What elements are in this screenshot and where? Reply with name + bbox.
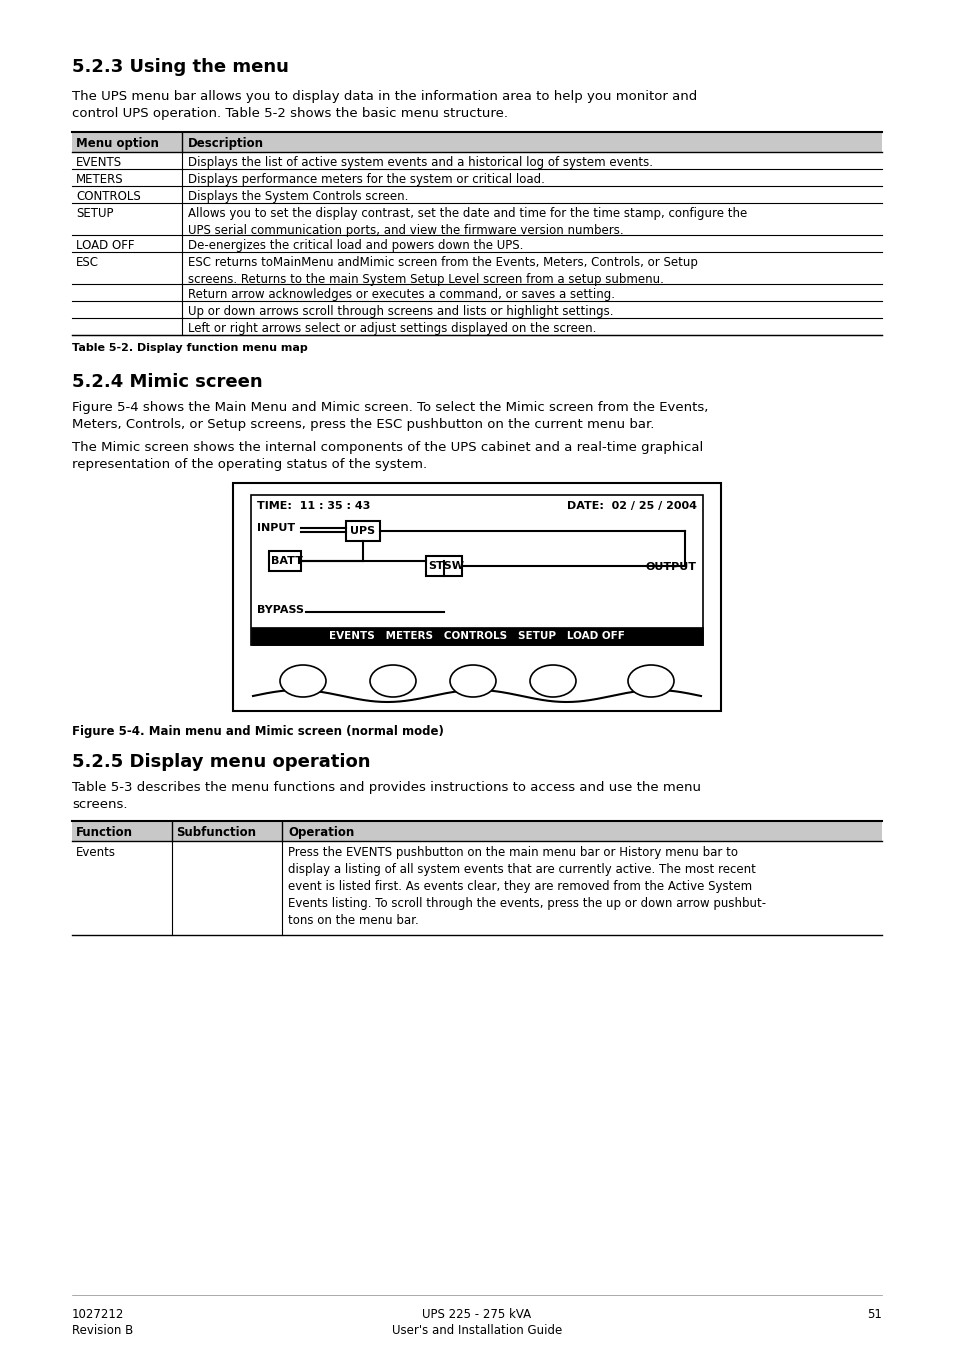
Text: Return arrow acknowledges or executes a command, or saves a setting.: Return arrow acknowledges or executes a … [188, 288, 615, 301]
Text: BYPASS: BYPASS [256, 605, 304, 616]
Text: Displays performance meters for the system or critical load.: Displays performance meters for the syst… [188, 173, 544, 186]
Text: OUTPUT: OUTPUT [645, 562, 697, 572]
Text: LOAD OFF: LOAD OFF [76, 239, 134, 252]
Text: Allows you to set the display contrast, set the date and time for the time stamp: Allows you to set the display contrast, … [188, 207, 746, 238]
Text: BATT: BATT [271, 556, 302, 566]
Bar [426, 556, 461, 576]
Bar [269, 551, 301, 571]
Bar [233, 483, 720, 711]
Text: UPS: UPS [350, 526, 375, 536]
Text: SETUP: SETUP [76, 207, 113, 220]
Text: ESC: ESC [76, 256, 99, 269]
Text: TIME:  11 : 35 : 43: TIME: 11 : 35 : 43 [256, 501, 370, 512]
Text: EVENTS   METERS   CONTROLS   SETUP   LOAD OFF: EVENTS METERS CONTROLS SETUP LOAD OFF [329, 630, 624, 641]
Bar [346, 521, 379, 541]
Bar [251, 495, 702, 645]
Text: Subfunction: Subfunction [175, 826, 255, 838]
Text: Figure 5-4. Main menu and Mimic screen (normal mode): Figure 5-4. Main menu and Mimic screen (… [71, 725, 443, 738]
Text: Displays the System Controls screen.: Displays the System Controls screen. [188, 190, 408, 202]
Text: The UPS menu bar allows you to display data in the information area to help you : The UPS menu bar allows you to display d… [71, 90, 697, 120]
Ellipse shape [450, 666, 496, 697]
Text: Left or right arrows select or adjust settings displayed on the screen.: Left or right arrows select or adjust se… [188, 323, 596, 335]
Text: Function: Function [76, 826, 132, 838]
Bar [282, 821, 882, 841]
Text: STSW: STSW [428, 562, 463, 571]
Ellipse shape [280, 666, 326, 697]
Text: METERS: METERS [76, 173, 124, 186]
Bar [71, 821, 172, 841]
Bar [182, 132, 882, 153]
Text: EVENTS: EVENTS [76, 157, 122, 169]
Text: CONTROLS: CONTROLS [76, 190, 141, 202]
Ellipse shape [370, 666, 416, 697]
Text: Events: Events [76, 846, 116, 859]
Text: Menu option: Menu option [76, 136, 159, 150]
Ellipse shape [627, 666, 673, 697]
Text: Description: Description [188, 136, 264, 150]
Text: Up or down arrows scroll through screens and lists or highlight settings.: Up or down arrows scroll through screens… [188, 305, 613, 319]
Text: Operation: Operation [288, 826, 354, 838]
Text: 5.2.5 Display menu operation: 5.2.5 Display menu operation [71, 753, 370, 771]
Text: Revision B: Revision B [71, 1324, 133, 1336]
Text: Press the EVENTS pushbutton on the main menu bar or History menu bar to
display : Press the EVENTS pushbutton on the main … [288, 846, 765, 927]
Text: 1027212: 1027212 [71, 1308, 124, 1322]
Text: INPUT: INPUT [256, 522, 294, 533]
Text: 5.2.4 Mimic screen: 5.2.4 Mimic screen [71, 373, 262, 391]
Text: Table 5-3 describes the menu functions and provides instructions to access and u: Table 5-3 describes the menu functions a… [71, 782, 700, 811]
Text: User's and Installation Guide: User's and Installation Guide [392, 1324, 561, 1336]
Text: 51: 51 [866, 1308, 882, 1322]
Text: Displays the list of active system events and a historical log of system events.: Displays the list of active system event… [188, 157, 652, 169]
Bar [251, 626, 702, 645]
Text: De-energizes the critical load and powers down the UPS.: De-energizes the critical load and power… [188, 239, 523, 252]
Text: Table 5-2. Display function menu map: Table 5-2. Display function menu map [71, 343, 308, 352]
Text: UPS 225 - 275 kVA: UPS 225 - 275 kVA [422, 1308, 531, 1322]
Text: The Mimic screen shows the internal components of the UPS cabinet and a real-tim: The Mimic screen shows the internal comp… [71, 441, 702, 471]
Ellipse shape [530, 666, 576, 697]
Text: ESC returns toMainMenu andMimic screen from the Events, Meters, Controls, or Set: ESC returns toMainMenu andMimic screen f… [188, 256, 698, 286]
Bar [71, 132, 182, 153]
Text: 5.2.3 Using the menu: 5.2.3 Using the menu [71, 58, 289, 76]
Bar [172, 821, 282, 841]
Text: DATE:  02 / 25 / 2004: DATE: 02 / 25 / 2004 [566, 501, 697, 512]
Text: Figure 5-4 shows the Main Menu and Mimic screen. To select the Mimic screen from: Figure 5-4 shows the Main Menu and Mimic… [71, 401, 708, 431]
